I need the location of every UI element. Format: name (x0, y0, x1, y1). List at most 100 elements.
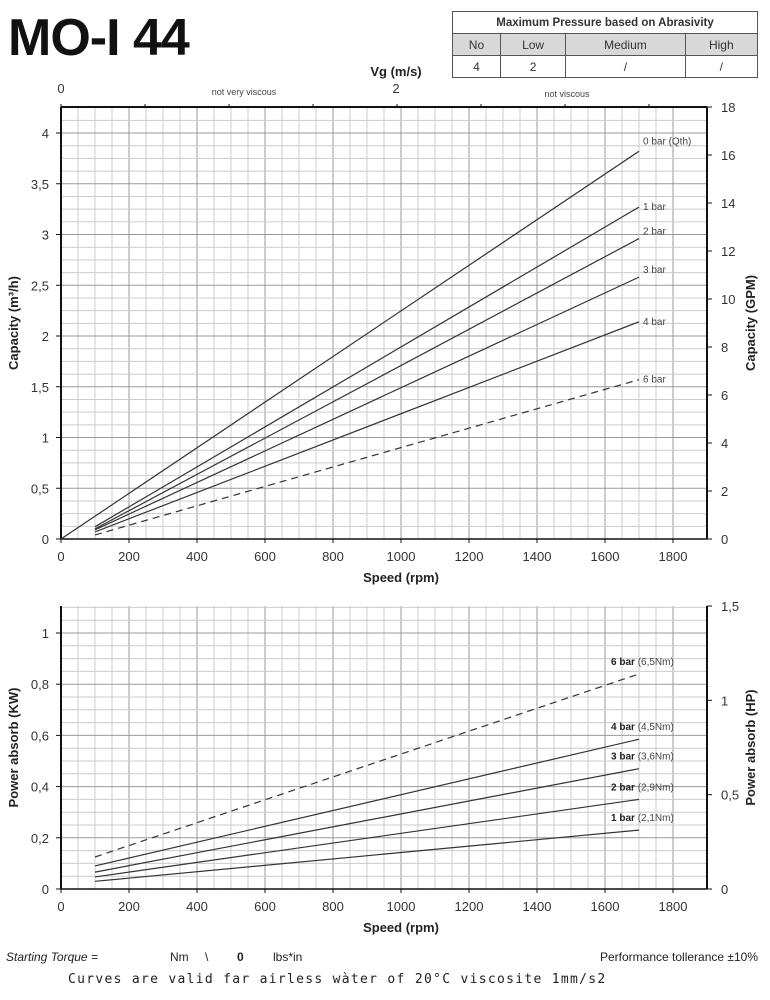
series-line-4-bar (94, 321, 640, 533)
y2-tick-label: 0,5 (721, 788, 739, 803)
y-tick-label: 0,2 (31, 831, 49, 846)
series-pressure: 4 bar (611, 722, 638, 733)
series-line-6-bar (94, 379, 640, 536)
nm-unit: Nm (170, 950, 189, 964)
y-tick-label: 4 (42, 126, 49, 141)
page-title: MO-I 44 (8, 9, 190, 67)
series-torque: (6,5Nm) (638, 657, 674, 668)
y-tick-label: 3,5 (31, 177, 49, 192)
lbs-unit: lbs*in (273, 950, 303, 964)
x-tick-label: 1200 (455, 549, 484, 564)
series-torque: (2,9Nm) (638, 782, 674, 793)
y-tick-label: 0 (42, 532, 49, 547)
series-line-2-bar (94, 798, 640, 878)
y-tick-label: 0,4 (31, 780, 49, 795)
val-high: / (684, 55, 759, 78)
y2-tick-label: 18 (721, 100, 735, 115)
x-tick-label: 1000 (387, 899, 416, 914)
series-line-3-bar (94, 276, 640, 531)
x-tick-label: 1400 (523, 899, 552, 914)
y-tick-label: 0 (42, 882, 49, 897)
series-label: 4 bar (4,5Nm) (611, 722, 674, 733)
series-label: 1 bar (2,1Nm) (611, 813, 674, 824)
y-tick-label: 3 (42, 228, 49, 243)
col-high: High (684, 33, 759, 56)
series-line-1-bar (94, 206, 640, 528)
x-axis-label: Speed (rpm) (363, 920, 439, 935)
y-axis-label: Capacity (m³/h) (6, 276, 21, 370)
x-tick-label: 600 (254, 899, 276, 914)
unit-separator: \ (205, 950, 209, 964)
series-pressure: 1 bar (611, 813, 638, 824)
series-label: 4 bar (643, 317, 666, 328)
x-tick-label: 0 (57, 549, 64, 564)
validity-note: Curves are valid far airless wàter of 20… (68, 972, 607, 987)
series-torque: (2,1Nm) (638, 813, 674, 824)
x-tick-label: 1200 (455, 899, 484, 914)
y2-tick-label: 16 (721, 148, 735, 163)
y2-tick-label: 10 (721, 292, 735, 307)
series-line-0-bar-qth- (60, 150, 640, 540)
y2-tick-label: 12 (721, 244, 735, 259)
y-tick-label: 1 (42, 431, 49, 446)
val-medium: / (565, 55, 686, 78)
y2-tick-label: 0 (721, 882, 728, 897)
x-tick-label: 1600 (591, 899, 620, 914)
y-tick-label: 0,5 (31, 481, 49, 496)
y2-axis-label: Capacity (GPM) (743, 275, 758, 371)
y-tick-label: 1 (42, 626, 49, 641)
x-axis-label: Speed (rpm) (363, 570, 439, 585)
x-tick-label: 600 (254, 549, 276, 564)
x-tick-label: 0 (57, 899, 64, 914)
x-tick-label: 1600 (591, 549, 620, 564)
abrasivity-table: Maximum Pressure based on Abrasivity No … (452, 11, 759, 78)
top-tick-label: 2 (392, 81, 399, 96)
y2-tick-label: 14 (721, 196, 735, 211)
x-tick-label: 1800 (659, 899, 688, 914)
y2-tick-label: 8 (721, 340, 728, 355)
series-line-1-bar (94, 829, 640, 882)
y2-tick-label: 0 (721, 532, 728, 547)
series-label: 3 bar (643, 265, 666, 276)
series-label: 0 bar (Qth) (643, 136, 691, 147)
series-pressure: 3 bar (611, 752, 638, 763)
annotation-not-very-viscous: not very viscous (212, 87, 277, 97)
series-line-4-bar (94, 738, 640, 867)
lbs-value: 0 (237, 950, 244, 964)
y2-axis-label: Power absorb (HP) (743, 689, 758, 805)
x-tick-label: 1800 (659, 549, 688, 564)
annotation-not-viscous: not viscous (544, 89, 590, 99)
y-axis-label: Power absorb (KW) (6, 688, 21, 808)
x-tick-label: 200 (118, 899, 140, 914)
x-tick-label: 800 (322, 549, 344, 564)
y2-tick-label: 6 (721, 388, 728, 403)
series-pressure: 2 bar (611, 782, 638, 793)
x-tick-label: 400 (186, 549, 208, 564)
series-label: 2 bar (2,9Nm) (611, 782, 674, 793)
y2-tick-label: 2 (721, 484, 728, 499)
y-tick-label: 2,5 (31, 278, 49, 293)
y2-tick-label: 1 (721, 693, 728, 708)
y-tick-label: 2 (42, 329, 49, 344)
series-pressure: 6 bar (611, 657, 638, 668)
tolerance-note: Performance tollerance ±10% (600, 950, 758, 964)
series-line-2-bar (94, 238, 640, 530)
top-axis-label: Vg (m/s) (370, 64, 421, 79)
series-label: 3 bar (3,6Nm) (611, 752, 674, 763)
starting-torque-label: Starting Torque = (6, 950, 98, 964)
y2-tick-label: 4 (721, 436, 728, 451)
series-label: 1 bar (643, 202, 666, 213)
series-label: 6 bar (6,5Nm) (611, 657, 674, 668)
x-tick-label: 400 (186, 899, 208, 914)
y-tick-label: 0,8 (31, 677, 49, 692)
series-label: 6 bar (643, 375, 666, 386)
series-torque: (3,6Nm) (638, 752, 674, 763)
top-tick-label: 0 (57, 81, 64, 96)
series-line-3-bar (94, 768, 640, 873)
y2-tick-label: 1,5 (721, 599, 739, 614)
series-torque: (4,5Nm) (638, 722, 674, 733)
x-tick-label: 1000 (387, 549, 416, 564)
x-tick-label: 800 (322, 899, 344, 914)
